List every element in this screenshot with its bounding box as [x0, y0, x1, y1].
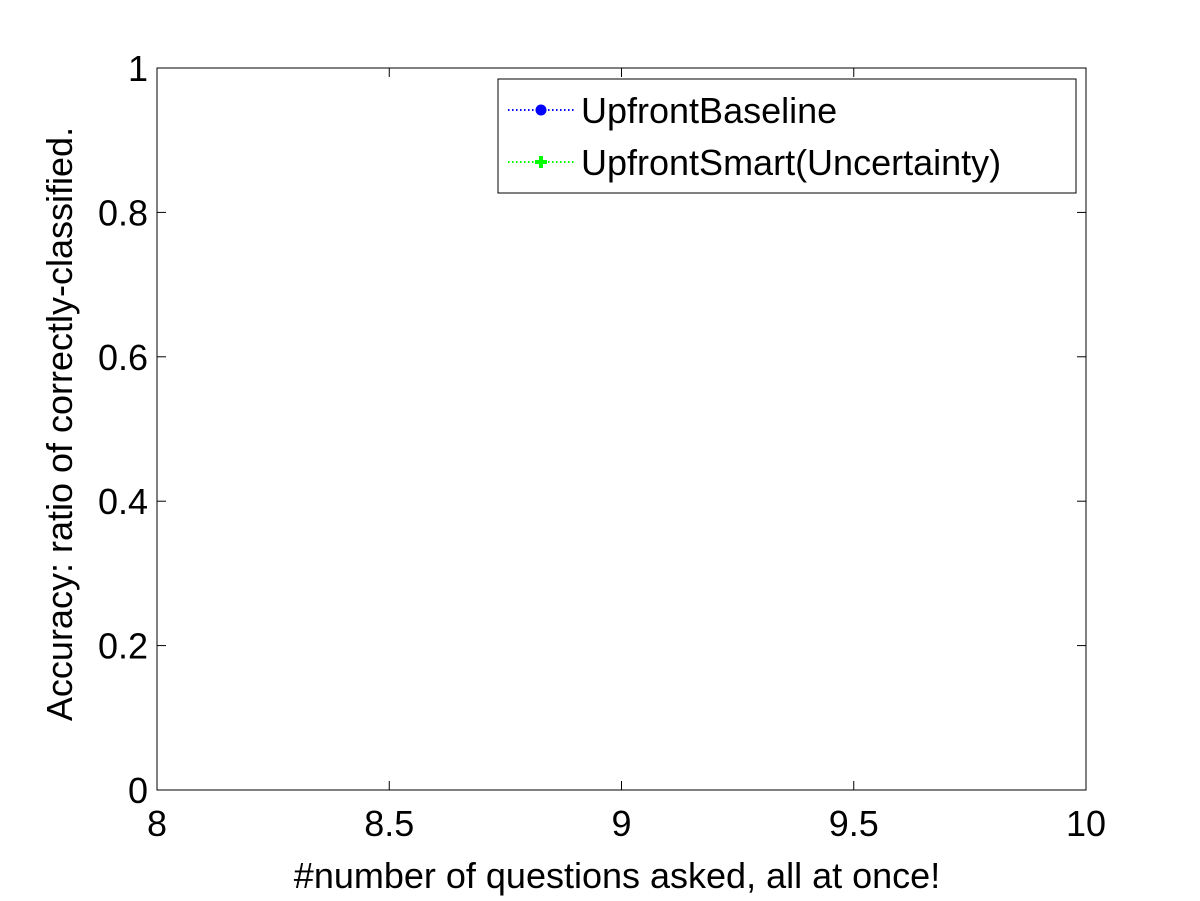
- y-tick-label: 0.4: [98, 481, 148, 522]
- y-tick-label: 0: [128, 770, 148, 811]
- legend-item-upfront-baseline: UpfrontBaseline: [508, 90, 837, 131]
- y-tick-label: 0.2: [98, 626, 148, 667]
- y-tick-label: 1: [128, 48, 148, 89]
- y-tick-label: 0.8: [98, 192, 148, 233]
- y-tick-labels: 0 0.2 0.4 0.6 0.8 1: [98, 48, 148, 811]
- legend-marker-circle-icon: [535, 104, 547, 116]
- axes-box: [156, 67, 1087, 791]
- x-tick-label: 10: [1066, 803, 1106, 844]
- x-axis-label: #number of questions asked, all at once!: [294, 855, 940, 896]
- legend-item-upfront-smart: UpfrontSmart(Uncertainty): [508, 142, 1001, 183]
- legend-label-upfront-baseline: UpfrontBaseline: [581, 90, 837, 131]
- x-tick-label: 9: [611, 803, 631, 844]
- y-tick-label: 0.6: [98, 337, 148, 378]
- x-tick-label: 8.5: [364, 803, 414, 844]
- legend: UpfrontBaseline UpfrontSmart(Uncertainty…: [497, 78, 1077, 194]
- y-axis-label: Accuracy: ratio of correctly-classified.: [39, 127, 80, 721]
- x-tick-label: 9.5: [829, 803, 879, 844]
- legend-box: [497, 78, 1077, 194]
- legend-marker-plus-icon: [535, 156, 547, 168]
- legend-label-upfront-smart: UpfrontSmart(Uncertainty): [581, 142, 1001, 183]
- x-tick-label: 8: [147, 803, 167, 844]
- x-tick-labels: 8 8.5 9 9.5 10: [147, 803, 1106, 844]
